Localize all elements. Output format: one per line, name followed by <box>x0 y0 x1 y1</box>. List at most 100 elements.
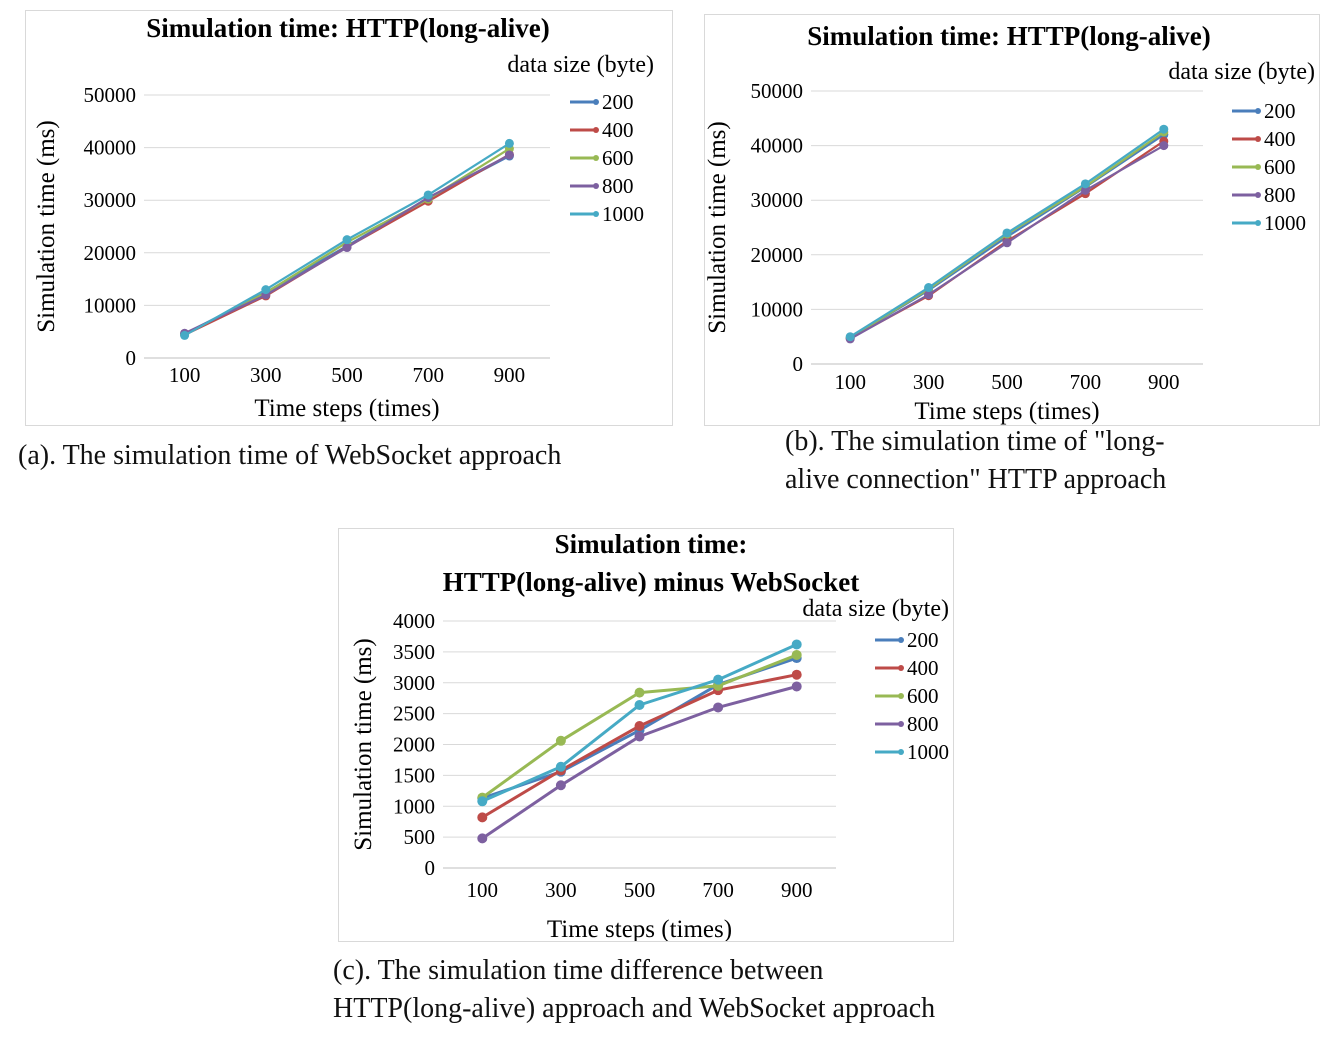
chart-panel-b: Simulation time: HTTP(long-alive) 0 10000 2… <box>704 14 1320 426</box>
chart-b-y-tick-label: 30000 <box>751 188 804 212</box>
caption-c-line-1: (c). The simulation time difference betw… <box>333 955 824 986</box>
chart-c-point-400 <box>791 669 802 680</box>
chart-b-legend-marker-800 <box>1255 192 1261 198</box>
chart-c-y-axis-label: Simulation time (ms) <box>350 638 377 851</box>
chart-b-x-tick-label: 300 <box>913 370 945 394</box>
chart-a-legend-marker-800 <box>593 183 599 189</box>
chart-c-x-tick-label: 500 <box>624 878 656 902</box>
chart-c-legend-marker-1000 <box>898 749 904 755</box>
chart-c-y-tick-label: 1500 <box>393 763 435 787</box>
chart-c-point-600 <box>555 735 566 746</box>
chart-b-x-axis-label: Time steps (times) <box>914 398 1099 425</box>
chart-b-point-1000 <box>1159 124 1169 134</box>
chart-a-title-line-1: Simulation time: HTTP(long-alive) <box>146 13 549 43</box>
chart-b-x-tick-label: 500 <box>991 370 1023 394</box>
chart-b-legend-marker-200 <box>1255 108 1261 114</box>
chart-b-title-line-1: Simulation time: HTTP(long-alive) <box>807 21 1210 51</box>
chart-b-legend-label-800: 800 <box>1264 183 1296 207</box>
chart-c-title-line-1: Simulation time: <box>555 529 748 559</box>
chart-c-y-tick-label: 3500 <box>393 640 435 664</box>
chart-b-legend-label-200: 200 <box>1264 99 1296 123</box>
chart-b-point-1000 <box>924 283 934 293</box>
chart-a-legend-label-400: 400 <box>602 118 634 142</box>
chart-a-y-tick-label: 40000 <box>84 136 137 160</box>
chart-a-point-1000 <box>342 235 352 245</box>
caption-a-text: (a). The simulation time of WebSocket ap… <box>18 440 562 471</box>
chart-c-legend-marker-400 <box>898 665 904 671</box>
chart-b-legend-label-600: 600 <box>1264 155 1296 179</box>
chart-panel-c: Simulation time: HTTP(long-alive) minus W… <box>338 528 954 942</box>
chart-c-x-axis-label: Time steps (times) <box>547 916 732 941</box>
chart-c-point-800 <box>791 681 802 692</box>
chart-a-legend-marker-1000 <box>593 211 599 217</box>
caption-b: (b). The simulation time of "long- alive… <box>785 423 1325 499</box>
chart-c-y-tick-label: 2500 <box>393 702 435 726</box>
chart-a-svg: Simulation time: HTTP(long-alive) 0 10000 2… <box>33 13 654 422</box>
chart-panel-a: Simulation time: HTTP(long-alive) 0 10000 2… <box>25 10 673 426</box>
chart-a-x-tick-label: 500 <box>331 363 363 387</box>
chart-b-svg: Simulation time: HTTP(long-alive) 0 10000 2… <box>705 21 1315 425</box>
chart-b-legend-title: data size (byte) <box>1168 59 1315 85</box>
chart-b-point-1000 <box>1080 179 1090 189</box>
chart-c-point-800 <box>713 702 724 713</box>
chart-a-legend-label-800: 800 <box>602 174 634 198</box>
chart-a-y-axis-label: Simulation time (ms) <box>33 120 60 333</box>
chart-a-legend-title: data size (byte) <box>507 52 654 78</box>
chart-b-y-tick-label: 50000 <box>751 79 804 103</box>
chart-c-y-tick-label: 3000 <box>393 671 435 695</box>
chart-c-point-1000 <box>634 699 645 710</box>
chart-b-y-tick-label: 10000 <box>751 297 804 321</box>
chart-a-x-tick-label: 900 <box>494 363 526 387</box>
chart-c-point-400 <box>634 720 645 731</box>
caption-b-line-2: alive connection" HTTP approach <box>785 464 1167 495</box>
chart-a-x-axis-label: Time steps (times) <box>254 395 439 422</box>
chart-c-legend-label-200: 200 <box>907 628 939 652</box>
chart-c-legend-label-800: 800 <box>907 712 939 736</box>
chart-b-point-800 <box>1159 141 1169 151</box>
chart-a-y-tick-label: 30000 <box>84 188 137 212</box>
chart-b-x-tick-label: 700 <box>1070 370 1102 394</box>
chart-a-x-tick-label: 100 <box>169 363 201 387</box>
chart-c-y-tick-label: 0 <box>425 856 436 880</box>
chart-c-point-1000 <box>555 761 566 772</box>
chart-b-x-tick-label: 900 <box>1148 370 1180 394</box>
chart-c-x-tick-label: 300 <box>545 878 577 902</box>
chart-c-point-600 <box>791 649 802 660</box>
chart-c-point-800 <box>477 833 488 844</box>
chart-a-x-tick-label: 700 <box>412 363 444 387</box>
chart-c-point-400 <box>477 812 488 823</box>
chart-b-point-800 <box>1080 185 1090 195</box>
chart-a-legend-marker-200 <box>593 99 599 105</box>
chart-b-legend-marker-400 <box>1255 136 1261 142</box>
chart-a-legend-marker-600 <box>593 155 599 161</box>
chart-c-y-tick-label: 500 <box>404 825 436 849</box>
chart-c-point-1000 <box>791 639 802 650</box>
chart-c-y-tick-label: 1000 <box>393 794 435 818</box>
chart-c-x-tick-label: 100 <box>467 878 499 902</box>
chart-a-x-tick-label: 300 <box>250 363 282 387</box>
chart-a-legend-label-200: 200 <box>602 90 634 114</box>
chart-c-point-800 <box>555 780 566 791</box>
chart-a-legend-marker-400 <box>593 127 599 133</box>
chart-a-point-1000 <box>261 285 271 295</box>
chart-a-legend-label-600: 600 <box>602 146 634 170</box>
chart-a-point-1000 <box>423 190 433 200</box>
chart-a-point-1000 <box>180 330 190 340</box>
chart-a-point-1000 <box>504 138 514 148</box>
chart-b-x-tick-label: 100 <box>834 370 866 394</box>
chart-b-legend-marker-1000 <box>1255 220 1261 226</box>
chart-b-point-800 <box>924 290 934 300</box>
chart-c-y-tick-label: 4000 <box>393 609 435 633</box>
chart-c-svg: Simulation time: HTTP(long-alive) minus W… <box>350 529 949 941</box>
chart-a-legend-label-1000: 1000 <box>602 202 644 226</box>
chart-b-y-axis-label: Simulation time (ms) <box>705 121 731 334</box>
caption-b-line-1: (b). The simulation time of "long- <box>785 426 1165 457</box>
chart-b-legend-label-400: 400 <box>1264 127 1296 151</box>
chart-c-legend-marker-200 <box>898 637 904 643</box>
chart-c-legend-label-400: 400 <box>907 656 939 680</box>
chart-a-point-800 <box>504 150 514 160</box>
chart-b-point-1000 <box>845 332 855 342</box>
chart-b-legend-label-1000: 1000 <box>1264 211 1306 235</box>
chart-c-legend-label-600: 600 <box>907 684 939 708</box>
chart-c-x-tick-label: 900 <box>781 878 813 902</box>
